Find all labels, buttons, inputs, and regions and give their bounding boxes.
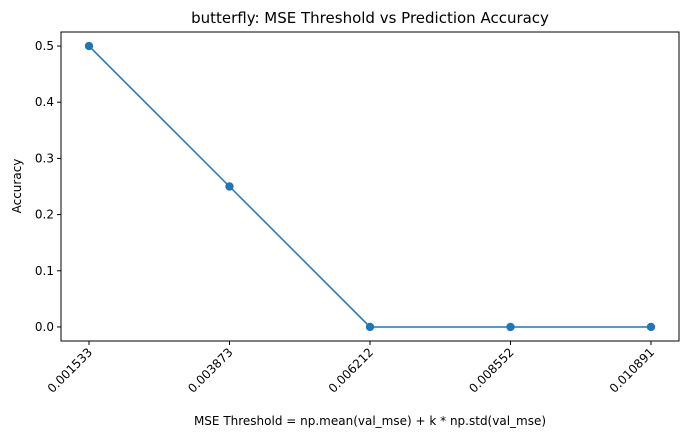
data-series — [84, 41, 656, 332]
y-tick-label: 0.5 — [35, 39, 54, 53]
data-point — [84, 41, 94, 51]
y-axis-ticks: 0.0 0.1 0.2 0.3 0.4 0.5 — [35, 39, 61, 334]
x-axis-label: MSE Threshold = np.mean(val_mse) + k * n… — [194, 414, 546, 428]
data-point — [365, 322, 375, 332]
series-line — [88, 45, 651, 328]
data-point — [225, 182, 234, 191]
chart-title: butterfly: MSE Threshold vs Prediction A… — [191, 9, 549, 27]
y-tick-label: 0.0 — [35, 320, 54, 334]
x-axis-ticks: 0.001533 0.003873 0.006212 0.008552 0.010891 — [45, 341, 657, 396]
plot-area-frame — [60, 31, 680, 342]
y-axis-label: Accuracy — [10, 159, 24, 214]
y-tick-label: 0.1 — [35, 264, 54, 278]
x-tick-label: 0.006212 — [326, 345, 376, 395]
y-tick-label: 0.4 — [35, 95, 54, 109]
x-tick-label: 0.010891 — [607, 345, 657, 395]
x-tick-label: 0.003873 — [185, 345, 235, 395]
x-tick-label: 0.001533 — [45, 345, 95, 395]
y-tick-label: 0.3 — [35, 151, 54, 165]
data-point — [646, 322, 656, 332]
x-tick-label: 0.008552 — [466, 345, 516, 395]
y-tick-label: 0.2 — [35, 208, 54, 222]
data-point — [506, 322, 515, 332]
